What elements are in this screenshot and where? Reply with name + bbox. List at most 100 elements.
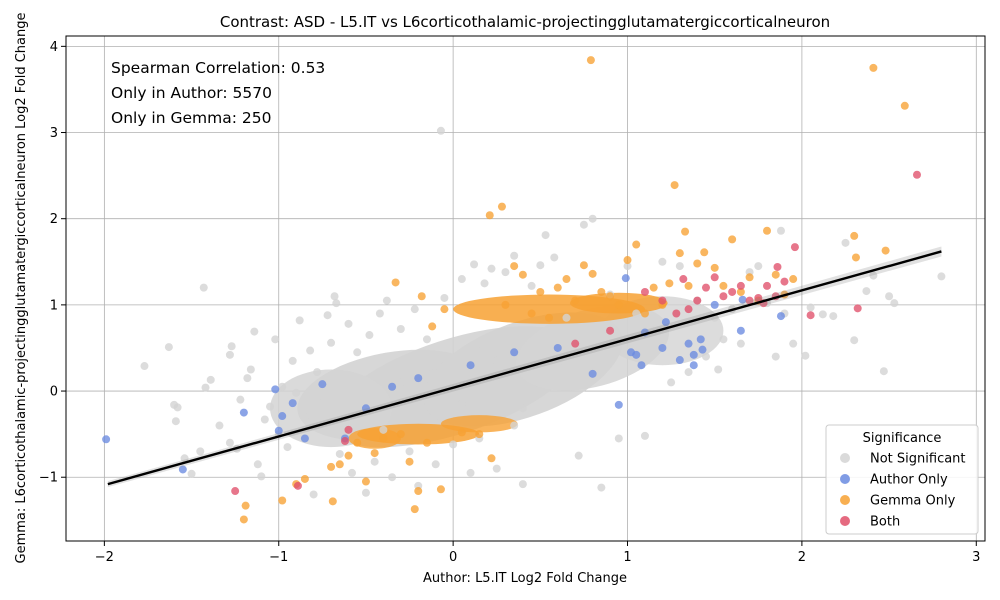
point-gemma-only xyxy=(278,496,287,505)
point-not-significant xyxy=(388,473,397,482)
point-gemma-only xyxy=(370,449,379,458)
point-gemma-only xyxy=(327,462,336,471)
point-not-significant xyxy=(574,451,583,460)
point-not-significant xyxy=(562,313,571,322)
point-not-significant xyxy=(353,348,362,357)
point-not-significant xyxy=(140,362,149,371)
point-author-only xyxy=(239,408,248,417)
point-not-significant xyxy=(862,287,871,296)
point-not-significant xyxy=(510,421,519,430)
y-tick-label: 1 xyxy=(50,298,58,313)
point-not-significant xyxy=(658,257,667,266)
annotation-only-gemma: Only in Gemma: 250 xyxy=(111,109,271,127)
point-not-significant xyxy=(801,351,810,360)
point-gemma-only xyxy=(527,309,536,318)
point-not-significant xyxy=(487,264,496,273)
point-gemma-only xyxy=(428,322,437,331)
point-author-only xyxy=(632,350,641,359)
x-tick-label: −1 xyxy=(269,550,288,565)
point-gemma-only xyxy=(614,300,623,309)
point-gemma-only xyxy=(417,292,426,301)
point-not-significant xyxy=(246,365,255,374)
point-not-significant xyxy=(236,395,245,404)
point-not-significant xyxy=(776,226,785,235)
point-author-only xyxy=(553,343,562,352)
point-not-significant xyxy=(361,488,370,497)
point-both xyxy=(790,243,799,252)
data-points xyxy=(102,56,946,524)
point-not-significant xyxy=(436,126,445,135)
legend-marker xyxy=(840,495,850,505)
point-both xyxy=(571,339,580,348)
point-not-significant xyxy=(405,447,414,456)
point-not-significant xyxy=(449,440,458,449)
point-not-significant xyxy=(365,331,374,340)
legend: Significance Not Significant Author Only G… xyxy=(825,424,979,535)
point-not-significant xyxy=(306,346,315,355)
point-not-significant xyxy=(553,361,562,370)
annotation-only-author: Only in Author: 5570 xyxy=(111,84,272,102)
point-both xyxy=(719,292,728,301)
point-gemma-only xyxy=(719,281,728,290)
point-not-significant xyxy=(180,454,189,463)
legend-marker xyxy=(840,474,850,484)
point-not-significant xyxy=(318,399,327,408)
point-not-significant xyxy=(829,312,838,321)
point-gemma-only xyxy=(562,275,571,284)
point-not-significant xyxy=(667,378,676,387)
plot-frame xyxy=(65,35,986,542)
point-gemma-only xyxy=(405,457,414,466)
x-tick-label: 3 xyxy=(972,550,980,565)
point-not-significant xyxy=(288,356,297,365)
point-gemma-only xyxy=(241,501,250,510)
point-both xyxy=(658,296,667,305)
point-not-significant xyxy=(470,260,479,269)
point-gemma-only xyxy=(414,487,423,496)
x-tick-label: −2 xyxy=(95,550,114,565)
point-author-only xyxy=(278,412,287,421)
point-gemma-only xyxy=(881,246,890,255)
point-gemma-only xyxy=(328,497,337,506)
point-not-significant xyxy=(640,431,649,440)
point-not-significant xyxy=(806,303,815,312)
point-not-significant xyxy=(332,299,341,308)
point-not-significant xyxy=(736,339,745,348)
point-gemma-only xyxy=(571,296,580,305)
point-not-significant xyxy=(536,261,545,270)
point-author-only xyxy=(271,385,280,394)
point-gemma-only xyxy=(579,261,588,270)
point-author-only xyxy=(318,380,327,389)
point-not-significant xyxy=(850,336,859,345)
point-both xyxy=(693,296,702,305)
point-gemma-only xyxy=(710,263,719,272)
point-not-significant xyxy=(518,480,527,489)
point-not-significant xyxy=(196,447,205,456)
point-gemma-only xyxy=(640,309,649,318)
point-gemma-only xyxy=(588,269,597,278)
point-not-significant xyxy=(396,378,405,387)
point-gemma-only xyxy=(771,270,780,279)
point-not-significant xyxy=(253,460,262,469)
point-gemma-only xyxy=(850,231,859,240)
point-not-significant xyxy=(375,309,384,318)
point-not-significant xyxy=(396,325,405,334)
point-not-significant xyxy=(588,214,597,223)
x-tick-label: 1 xyxy=(623,550,631,565)
point-gemma-only xyxy=(518,270,527,279)
point-gemma-only xyxy=(681,227,690,236)
point-author-only xyxy=(300,434,309,443)
point-not-significant xyxy=(789,339,798,348)
point-gemma-only xyxy=(457,428,466,437)
point-gemma-only xyxy=(475,430,484,439)
point-gemma-only xyxy=(623,256,632,265)
point-both xyxy=(780,277,789,286)
point-author-only xyxy=(658,343,667,352)
legend-marker xyxy=(840,516,850,526)
point-not-significant xyxy=(885,292,894,301)
point-both xyxy=(672,309,681,318)
point-not-significant xyxy=(527,281,536,290)
point-both xyxy=(912,170,921,179)
point-gemma-only xyxy=(665,279,674,288)
point-gemma-only xyxy=(670,181,679,190)
point-both xyxy=(728,287,737,296)
